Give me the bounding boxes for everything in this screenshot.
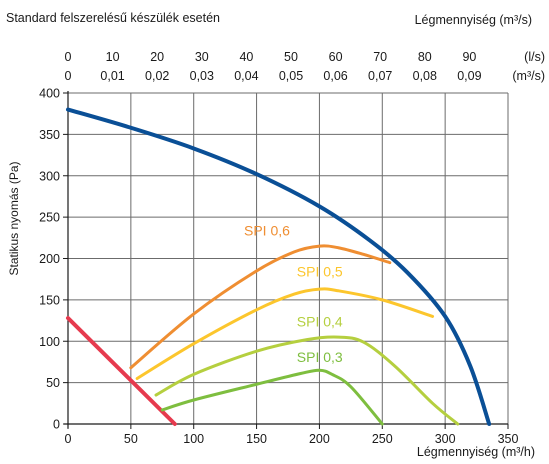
y-tick-label: 150: [39, 293, 60, 307]
x-tick-label: 100: [183, 432, 204, 446]
series-label-spi-04: SPI 0,4: [297, 313, 343, 329]
y-tick-label: 50: [46, 376, 60, 390]
top-tick-label-ls: 30: [195, 50, 209, 64]
top-tick-label-ls: 10: [106, 50, 120, 64]
top-tick-label-m3s: 0,04: [234, 69, 258, 83]
top-tick-label-ls: 80: [418, 50, 432, 64]
top-tick-label-ls: 50: [284, 50, 298, 64]
y-tick-label: 200: [39, 252, 60, 266]
series-label-spi-05: SPI 0,5: [297, 264, 343, 280]
top-tick-label-ls: 70: [373, 50, 387, 64]
series-line-spi-03: [160, 368, 384, 426]
top-tick-label-m3s: 0,07: [368, 69, 392, 83]
top-tick-label-m3s: 0: [65, 69, 72, 83]
y-tick-label: 100: [39, 335, 60, 349]
top-tick-label-m3s: 0,09: [457, 69, 481, 83]
top-tick-label-m3s: 0,03: [190, 69, 214, 83]
x-tick-label: 0: [65, 432, 72, 446]
top-tick-label-m3s: 0,08: [413, 69, 437, 83]
y-tick-label: 250: [39, 211, 60, 225]
top-tick-label-ls: 40: [239, 50, 253, 64]
series-label-spi-06: SPI 0,6: [244, 222, 290, 238]
top-tick-label-m3s: 0,06: [323, 69, 347, 83]
x-tick-label: 200: [309, 432, 330, 446]
series-line-fan-curve: [66, 107, 492, 426]
x-tick-label: 350: [498, 432, 519, 446]
x-tick-label: 150: [246, 432, 267, 446]
top-axis-label: Légmennyiség (m³/s): [414, 13, 532, 27]
series-line-spi-04: [154, 335, 460, 426]
top-tick-label-m3s: 0,02: [145, 69, 169, 83]
top-tick-label-m3s: 0,05: [279, 69, 303, 83]
series-line-min-limit: [66, 316, 177, 426]
chart-title: Standard felszerelésű készülék esetén: [6, 11, 221, 25]
x-axis-label: Légmennyiség (m³/h): [416, 445, 535, 459]
x-tick-label: 50: [124, 432, 138, 446]
top-tick-label-m3s: 0,01: [100, 69, 124, 83]
x-tick-label: 300: [435, 432, 456, 446]
top-tick-label-ls: 60: [329, 50, 343, 64]
series-line-spi-06: [129, 244, 392, 370]
y-axis-title: Statikus nyomás (Pa): [7, 161, 21, 275]
y-tick-label: 350: [39, 128, 60, 142]
top-tick-label-ls: 20: [150, 50, 164, 64]
top-tick-label-ls: 0: [65, 50, 72, 64]
y-tick-label: 300: [39, 169, 60, 183]
x-tick-label: 250: [372, 432, 393, 446]
y-tick-label: 400: [39, 87, 60, 101]
y-tick-label: 0: [53, 418, 60, 432]
top-axis-unit-ls: (l/s): [524, 50, 545, 64]
series-line-spi-05: [135, 287, 435, 380]
top-axis-unit-m3s: (m³/s): [512, 69, 545, 83]
series-label-spi-03: SPI 0,3: [297, 349, 343, 365]
top-tick-label-ls: 90: [462, 50, 476, 64]
